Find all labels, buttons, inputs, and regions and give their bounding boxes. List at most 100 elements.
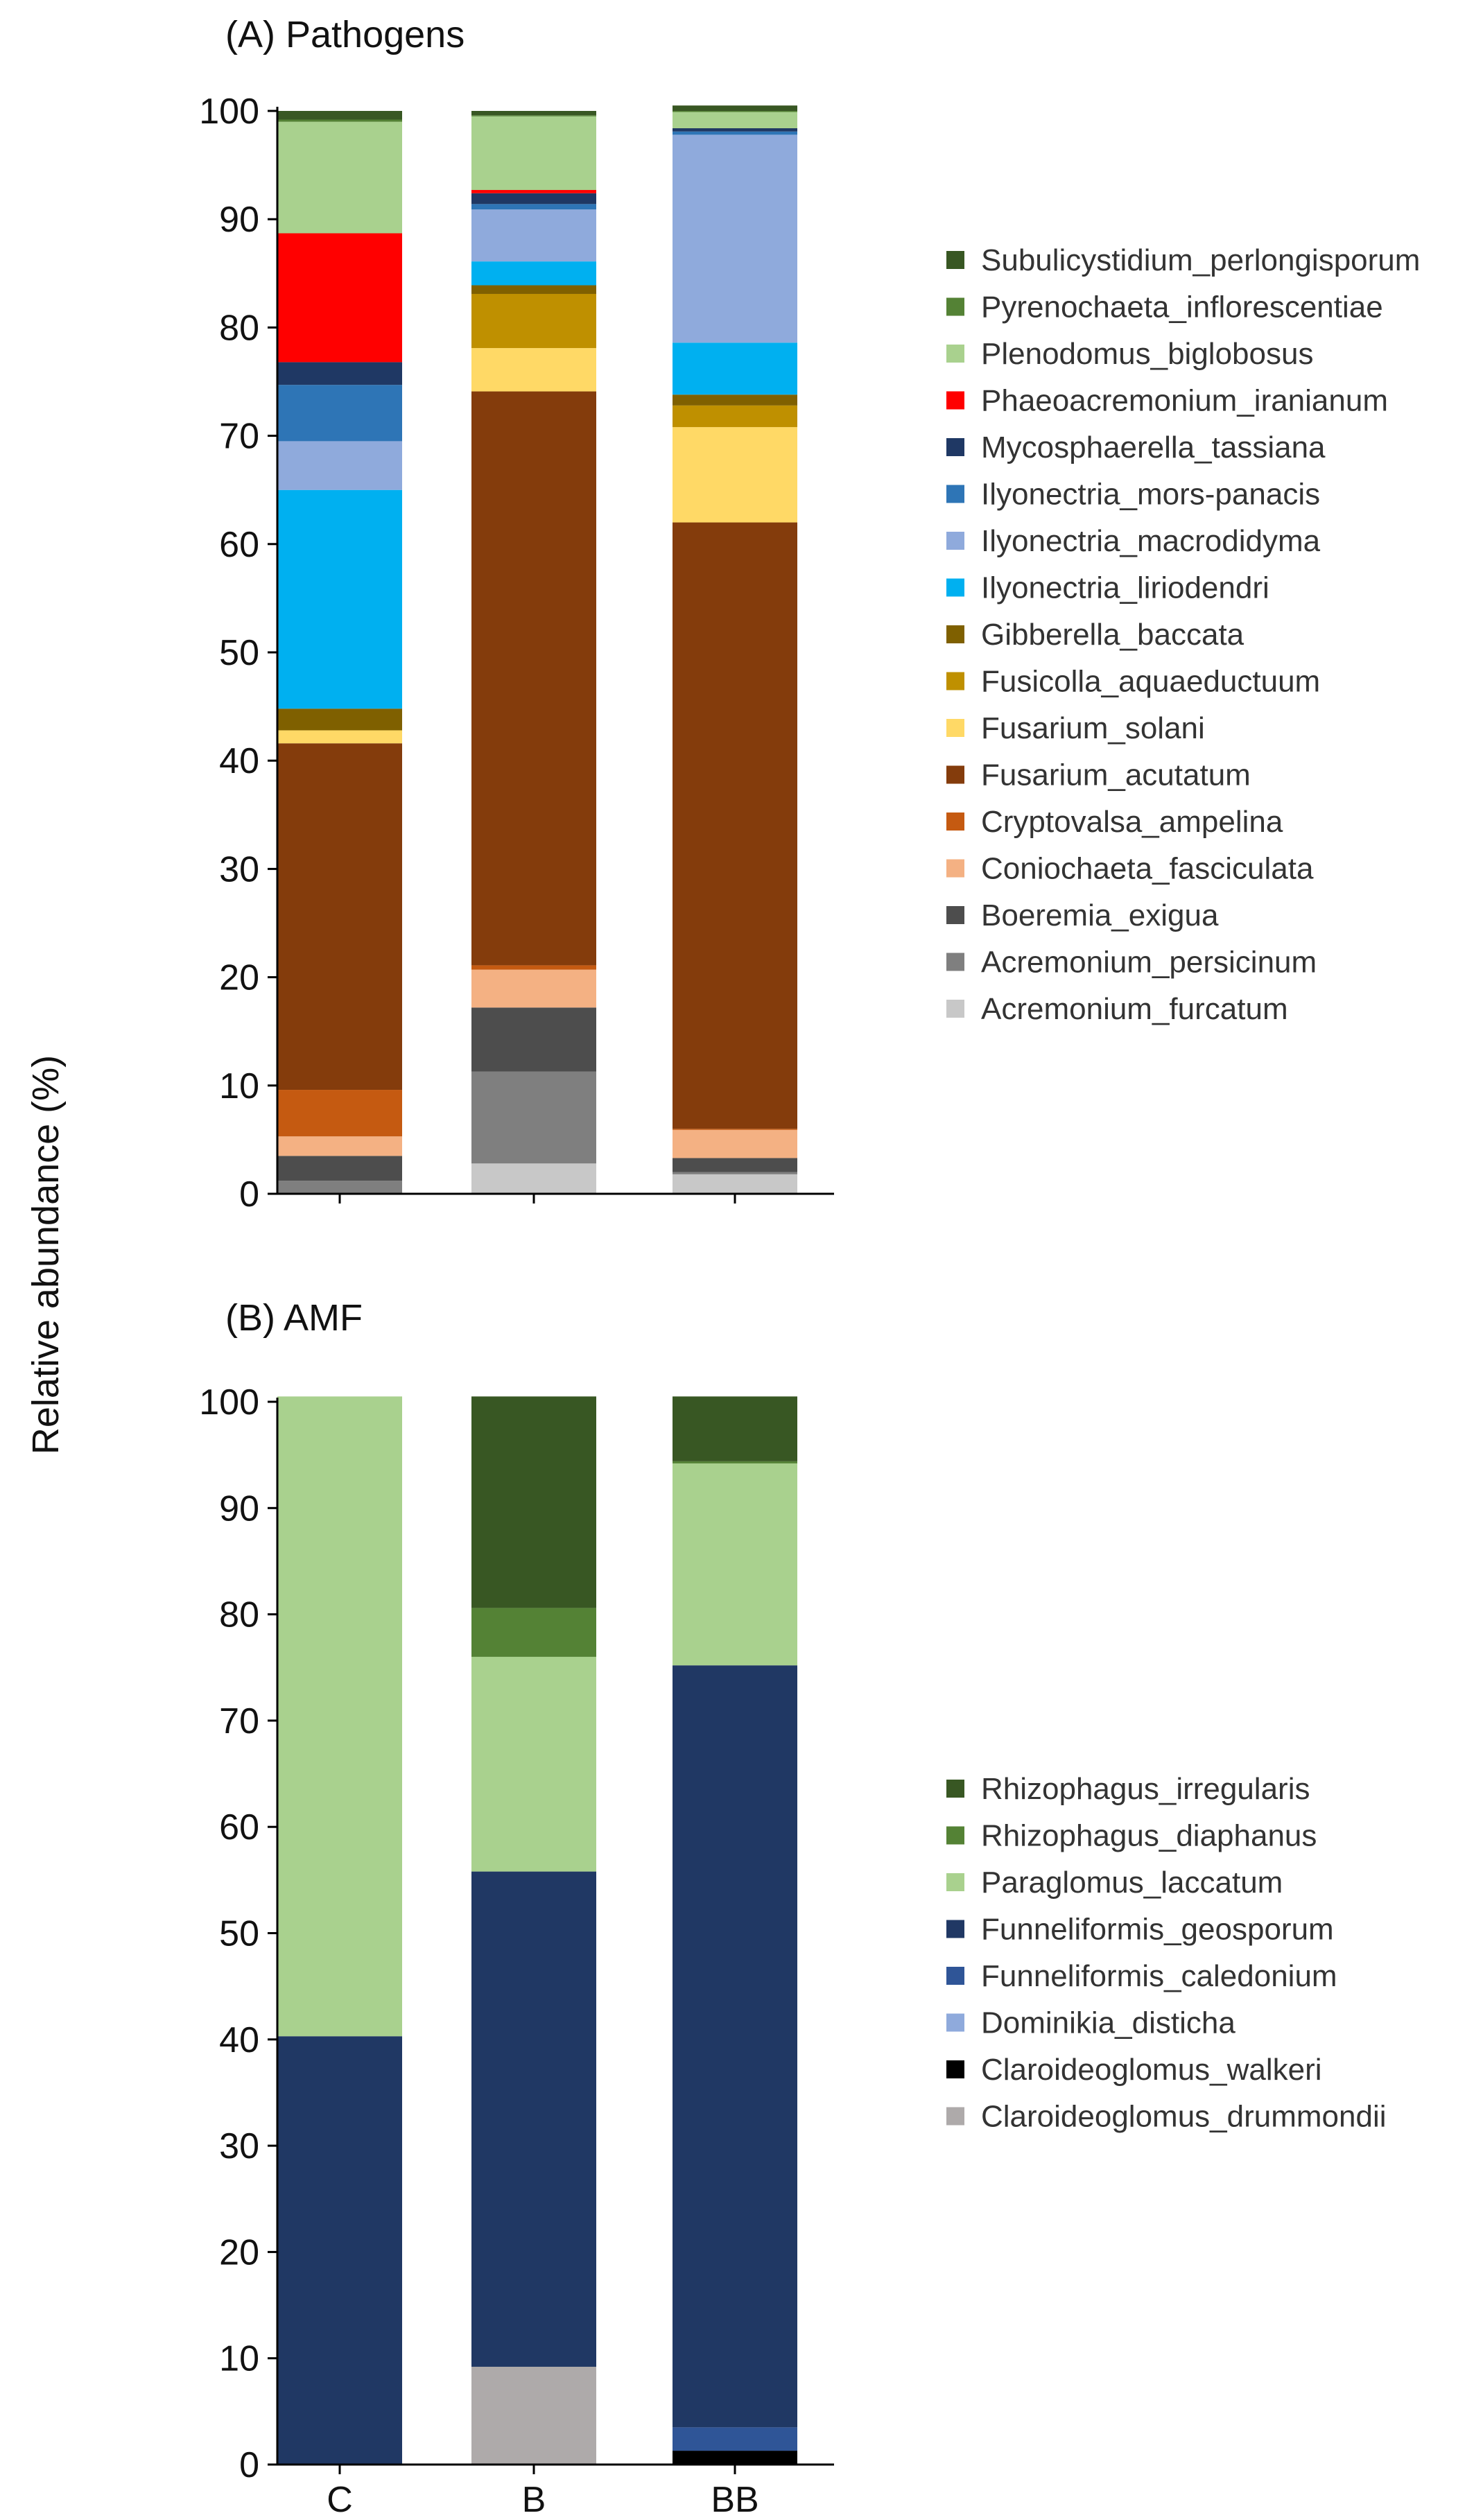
bar-segment-b-coniochaeta-fasciculata	[471, 969, 596, 1008]
bar-segment-b-acremonium-furcatum	[471, 1163, 596, 1194]
legend-swatch-coniochaeta-fasciculata	[946, 859, 964, 878]
bar-segment-c-ilyonectria-macrodidyma	[277, 441, 402, 490]
y-tick-label: 60	[219, 1807, 259, 1848]
legend-swatch-funneliformis-caledonium	[946, 1967, 964, 1985]
legend-swatch-paraglomus-laccatum	[946, 1873, 964, 1891]
bar-segment-bb-claroideoglomus-walkeri	[673, 2451, 797, 2465]
legend-label-claroideoglomus-walkeri: Claroideoglomus_walkeri	[981, 2053, 1322, 2087]
bar-segment-b-fusicolla-aquaeductuum	[471, 293, 596, 349]
y-tick-label: 10	[219, 1066, 259, 1106]
bar-segment-bb-rhizophagus-diaphanus	[673, 1461, 797, 1463]
y-tick-label: 100	[199, 92, 259, 132]
bar-segment-bb-plenodomus-biglobosus	[673, 112, 797, 128]
legend-swatch-claroideoglomus-drummondii	[946, 2107, 964, 2126]
y-tick-label: 30	[219, 2126, 259, 2166]
legend-swatch-rhizophagus-diaphanus	[946, 1826, 964, 1845]
chart-title: (B) AMF	[225, 1297, 363, 1339]
y-tick-label: 80	[219, 308, 259, 348]
legend-label-claroideoglomus-drummondii: Claroideoglomus_drummondii	[981, 2100, 1387, 2134]
legend-swatch-acremonium-furcatum	[946, 1000, 964, 1018]
bar-segment-b-pyrenochaeta-inflorescentiae	[471, 115, 596, 116]
legend-label-pyrenochaeta-inflorescentiae: Pyrenochaeta_inflorescentiae	[981, 290, 1383, 324]
bar-segment-b-fusarium-acutatum	[471, 391, 596, 966]
bar-segment-bb-ilyonectria-mors-panacis	[673, 131, 797, 135]
legend-swatch-fusarium-solani	[946, 719, 964, 737]
legend-label-ilyonectria-liriodendri: Ilyonectria_liriodendri	[981, 571, 1269, 605]
bar-segment-c-ilyonectria-mors-panacis	[277, 385, 402, 442]
legend-label-cryptovalsa-ampelina: Cryptovalsa_ampelina	[981, 805, 1283, 839]
legend-label-acremonium-furcatum: Acremonium_furcatum	[981, 992, 1288, 1026]
bar-segment-c-fusarium-solani	[277, 730, 402, 744]
bar-segment-bb-ilyonectria-liriodendri	[673, 342, 797, 395]
bar-segment-b-claroideoglomus-drummondii	[471, 2366, 596, 2465]
bar-segment-bb-boeremia-exigua	[673, 1158, 797, 1172]
bar-segment-bb-funneliformis-caledonium	[673, 2427, 797, 2451]
legend-label-dominikia-disticha: Dominikia_disticha	[981, 2006, 1235, 2040]
legend: Subulicystidium_perlongisporum Pyrenochae…	[946, 243, 1420, 1026]
y-tick-label: 0	[239, 2445, 259, 2485]
bar-segment-b-plenodomus-biglobosus	[471, 116, 596, 191]
bar-segment-bb-rhizophagus-irregularis	[673, 1396, 797, 1461]
legend-label-gibberella-baccata: Gibberella_baccata	[981, 618, 1244, 652]
bar-segment-b-boeremia-exigua	[471, 1007, 596, 1072]
y-tick-label: 0	[239, 1174, 259, 1215]
y-tick-label: 40	[219, 741, 259, 781]
y-tick-label: 50	[219, 1914, 259, 1954]
legend-label-fusarium-acutatum: Fusarium_acutatum	[981, 758, 1251, 792]
bar-segment-bb-mycosphaerella-tassiana	[673, 128, 797, 132]
legend-swatch-cryptovalsa-ampelina	[946, 813, 964, 831]
x-tick-label-b: B	[522, 2480, 546, 2520]
bar-segment-bb-fusicolla-aquaeductuum	[673, 405, 797, 428]
bar-segment-c-mycosphaerella-tassiana	[277, 362, 402, 385]
legend-swatch-subulicystidium-perlongisporum	[946, 251, 964, 269]
bar-segment-bb-subulicystidium-perlongisporum	[673, 105, 797, 111]
legend-swatch-fusarium-acutatum	[946, 765, 964, 784]
legend-label-subulicystidium-perlongisporum: Subulicystidium_perlongisporum	[981, 243, 1420, 277]
bars	[277, 1396, 797, 2465]
bar-segment-c-pyrenochaeta-inflorescentiae	[277, 119, 402, 122]
y-tick-label: 50	[219, 633, 259, 673]
legend-swatch-rhizophagus-irregularis	[946, 1780, 964, 1798]
legend-swatch-claroideoglomus-walkeri	[946, 2060, 964, 2078]
legend-label-coniochaeta-fasciculata: Coniochaeta_fasciculata	[981, 852, 1314, 886]
bar-segment-c-funneliformis-geosporum	[277, 2036, 402, 2465]
bar-segment-bb-fusarium-solani	[673, 427, 797, 523]
legend-label-rhizophagus-irregularis: Rhizophagus_irregularis	[981, 1772, 1310, 1806]
bar-segment-c-subulicystidium-perlongisporum	[277, 111, 402, 120]
bar-segment-b-subulicystidium-perlongisporum	[471, 111, 596, 116]
bar-segment-bb-fusarium-acutatum	[673, 522, 797, 1129]
chart-pathogens: (A) Pathogens 0 10 20 30 40 50 60 70 80 90 100 Subul…	[199, 14, 1420, 1215]
bar-segment-c-plenodomus-biglobosus	[277, 121, 402, 234]
bar-segment-c-gibberella-baccata	[277, 709, 402, 731]
bar-segment-c-fusarium-acutatum	[277, 743, 402, 1090]
bar-segment-b-acremonium-persicinum	[471, 1071, 596, 1164]
bar-segment-b-rhizophagus-diaphanus	[471, 1608, 596, 1657]
y-axis-title: Relative abundance (%)	[25, 1055, 67, 1454]
legend-label-rhizophagus-diaphanus: Rhizophagus_diaphanus	[981, 1819, 1317, 1853]
bar-segment-bb-pyrenochaeta-inflorescentiae	[673, 111, 797, 112]
bar-segment-b-rhizophagus-irregularis	[471, 1396, 596, 1608]
legend-label-fusarium-solani: Fusarium_solani	[981, 711, 1205, 745]
legend-label-paraglomus-laccatum: Paraglomus_laccatum	[981, 1866, 1283, 1900]
bar-segment-bb-ilyonectria-macrodidyma	[673, 134, 797, 343]
y-tick-label: 30	[219, 849, 259, 889]
bar-segment-c-ilyonectria-liriodendri	[277, 489, 402, 709]
bar-segment-c-boeremia-exigua	[277, 1156, 402, 1181]
legend-label-phaeoacremonium-iranianum: Phaeoacremonium_iranianum	[981, 384, 1388, 418]
legend-label-plenodomus-biglobosus: Plenodomus_biglobosus	[981, 337, 1313, 371]
legend-swatch-dominikia-disticha	[946, 2013, 964, 2032]
bar-segment-b-mycosphaerella-tassiana	[471, 193, 596, 205]
bar-segment-bb-funneliformis-geosporum	[673, 1665, 797, 2428]
bar-segment-bb-coniochaeta-fasciculata	[673, 1129, 797, 1158]
y-tick-label: 90	[219, 200, 259, 240]
y-tick-label: 80	[219, 1595, 259, 1635]
legend-label-fusicolla-aquaeductuum: Fusicolla_aquaeductuum	[981, 665, 1320, 699]
legend-swatch-phaeoacremonium-iranianum	[946, 391, 964, 410]
y-tick-label: 10	[219, 2339, 259, 2379]
y-tick-label: 60	[219, 525, 259, 565]
legend-swatch-acremonium-persicinum	[946, 953, 964, 971]
bar-segment-b-paraglomus-laccatum	[471, 1656, 596, 1872]
legend-label-ilyonectria-macrodidyma: Ilyonectria_macrodidyma	[981, 524, 1321, 558]
legend-swatch-mycosphaerella-tassiana	[946, 438, 964, 456]
